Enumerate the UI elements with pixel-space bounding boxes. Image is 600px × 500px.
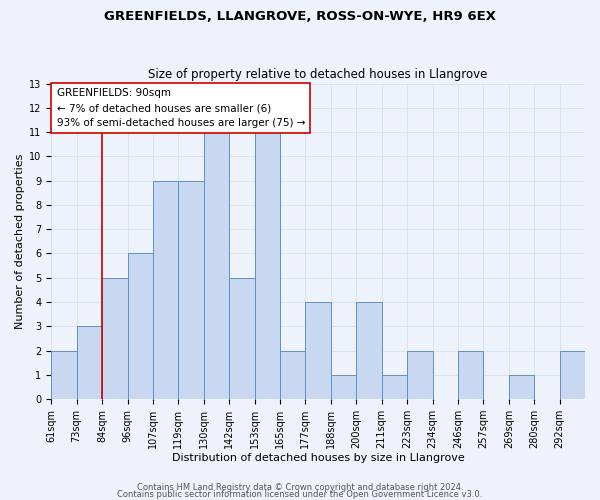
- Bar: [229, 278, 254, 399]
- Bar: [153, 180, 178, 399]
- Bar: [178, 180, 204, 399]
- Bar: [280, 350, 305, 399]
- Text: Contains HM Land Registry data © Crown copyright and database right 2024.: Contains HM Land Registry data © Crown c…: [137, 484, 463, 492]
- Bar: [331, 375, 356, 399]
- Bar: [382, 375, 407, 399]
- Bar: [458, 350, 484, 399]
- Bar: [102, 278, 128, 399]
- Text: GREENFIELDS: 90sqm
← 7% of detached houses are smaller (6)
93% of semi-detached : GREENFIELDS: 90sqm ← 7% of detached hous…: [56, 88, 305, 128]
- Bar: [204, 132, 229, 399]
- Bar: [560, 350, 585, 399]
- Text: GREENFIELDS, LLANGROVE, ROSS-ON-WYE, HR9 6EX: GREENFIELDS, LLANGROVE, ROSS-ON-WYE, HR9…: [104, 10, 496, 23]
- Bar: [254, 132, 280, 399]
- Bar: [509, 375, 534, 399]
- Text: Contains public sector information licensed under the Open Government Licence v3: Contains public sector information licen…: [118, 490, 482, 499]
- Bar: [51, 350, 77, 399]
- Bar: [407, 350, 433, 399]
- Bar: [356, 302, 382, 399]
- Y-axis label: Number of detached properties: Number of detached properties: [15, 154, 25, 329]
- Bar: [128, 254, 153, 399]
- Bar: [305, 302, 331, 399]
- Bar: [77, 326, 102, 399]
- X-axis label: Distribution of detached houses by size in Llangrove: Distribution of detached houses by size …: [172, 452, 464, 462]
- Title: Size of property relative to detached houses in Llangrove: Size of property relative to detached ho…: [148, 68, 488, 81]
